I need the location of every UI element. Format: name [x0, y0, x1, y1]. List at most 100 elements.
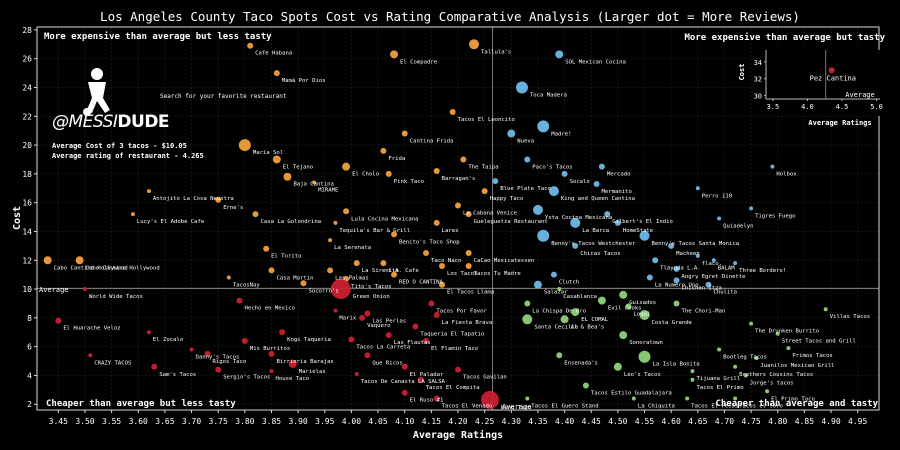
x-tick-label: 4.95: [848, 417, 867, 426]
point-label: King and Queen Cantina: [561, 196, 635, 202]
grid: [37, 27, 879, 410]
data-point: [555, 50, 564, 59]
y-tick-label: 22: [22, 112, 32, 121]
data-point: [556, 352, 563, 359]
y-tick-label: 26: [22, 55, 32, 64]
brand-logo-suffix: DUDE: [117, 112, 170, 132]
data-point: [639, 230, 650, 241]
data-point: [733, 261, 738, 266]
inset-x-tick-label: 3.5: [767, 103, 780, 111]
quadrant-label-bottom-right: Cheaper than average and tasty: [715, 399, 878, 409]
x-tick-label: 3.65: [155, 417, 174, 426]
data-point: [515, 81, 528, 94]
data-point: [75, 256, 84, 265]
data-point: [619, 331, 628, 340]
point-label: El Torito: [271, 254, 301, 260]
point-label: Tlayuda L.A.: [660, 265, 700, 271]
point-label: Antojito La Cosa Neustra: [153, 196, 234, 202]
data-point: [439, 263, 446, 270]
data-point: [189, 347, 194, 352]
point-label: BALAM: [718, 265, 735, 271]
data-point: [268, 267, 275, 274]
point-label: Mis Burritos: [250, 346, 290, 352]
point-label: El Primo Taco: [771, 396, 815, 402]
data-point: [560, 315, 569, 324]
point-label: Villas Tacos: [830, 314, 870, 320]
x-tick-label: 4.10: [395, 417, 414, 426]
point-labels: Tallula's El Compadre Cafe Habana Mamá Por …: [54, 49, 870, 411]
data-point: [204, 350, 211, 357]
inset-y-tick-label: 34: [754, 59, 762, 67]
data-point: [215, 196, 222, 203]
data-point: [711, 258, 716, 263]
point-label: Chulita: [713, 290, 737, 296]
average-rating-text: Average rating of restaurant - 4.265: [52, 152, 204, 160]
data-point: [765, 389, 770, 394]
data-point: [593, 180, 600, 187]
data-point: [412, 323, 419, 330]
point-label: Al & Bea's: [571, 324, 605, 330]
data-point: [333, 220, 338, 225]
point-label: flaco.: [702, 261, 722, 267]
data-point: [733, 396, 738, 401]
y-tick-label: 18: [22, 170, 32, 179]
point-label: Cabo Cantina Hollywood: [54, 265, 128, 271]
y-tick-label: 14: [22, 227, 32, 236]
data-point: [241, 337, 248, 344]
data-point: [330, 279, 351, 300]
x-tick-label: 4.00: [342, 417, 361, 426]
point-label: Cafe Habana: [255, 51, 292, 57]
brand-logo-prefix: @MESSI: [52, 112, 118, 132]
point-label: El Compadre: [400, 59, 438, 65]
data-point: [273, 70, 280, 77]
point-label: Quiadelyn: [723, 224, 753, 230]
data-point: [433, 219, 440, 226]
x-tick-label: 3.90: [288, 417, 307, 426]
x-tick-label: 3.80: [235, 417, 254, 426]
data-point: [380, 147, 387, 154]
data-point: [572, 242, 579, 249]
data-point: [333, 308, 338, 313]
point-label: Kogi Taqueria: [287, 337, 331, 343]
point-label: Hecho en Mexico: [245, 306, 296, 312]
x-tick-label: 4.40: [555, 417, 574, 426]
data-point: [743, 373, 748, 378]
point-label: El Tacos Llama: [447, 290, 494, 296]
quadrant-label-bottom-left: Cheaper than average but less tasty: [46, 399, 236, 409]
point-label: RED O CANTINA: [399, 280, 443, 286]
point-label: CRAZY TACOS: [94, 360, 131, 366]
brand-logo-text: @MESSIDUDE: [52, 112, 170, 132]
data-point: [775, 331, 780, 336]
data-point: [598, 163, 605, 170]
point-label: Mercado: [607, 172, 631, 178]
point-label: Lares: [442, 228, 459, 234]
x-tick-label: 4.55: [635, 417, 654, 426]
data-point: [354, 372, 359, 377]
data-point: [625, 303, 632, 310]
data-point: [151, 363, 158, 370]
data-point: [492, 178, 499, 185]
data-point: [390, 50, 399, 59]
data-point: [342, 162, 351, 171]
data-point: [364, 310, 371, 317]
data-point: [537, 120, 550, 133]
point-label: Marielas: [299, 369, 326, 375]
data-point: [571, 308, 580, 317]
data-point: [236, 297, 243, 304]
average-rating-label: Average: [502, 403, 532, 411]
data-point: [82, 287, 87, 292]
data-point: [288, 359, 297, 368]
data-point: [43, 256, 52, 265]
point-label: Lucy's El Adobe Cafe: [137, 219, 205, 225]
point-label: Chichen Itza: [681, 285, 721, 291]
data-point: [268, 350, 275, 357]
data-point: [570, 217, 581, 228]
data-point: [252, 211, 259, 218]
x-tick-label: 4.25: [475, 417, 494, 426]
brand-tagline: Search for your favorite restaurant: [160, 93, 287, 100]
point-label: Clutch: [559, 280, 579, 286]
data-point: [455, 202, 461, 209]
point-label: Birrieria Barajas: [276, 359, 333, 365]
